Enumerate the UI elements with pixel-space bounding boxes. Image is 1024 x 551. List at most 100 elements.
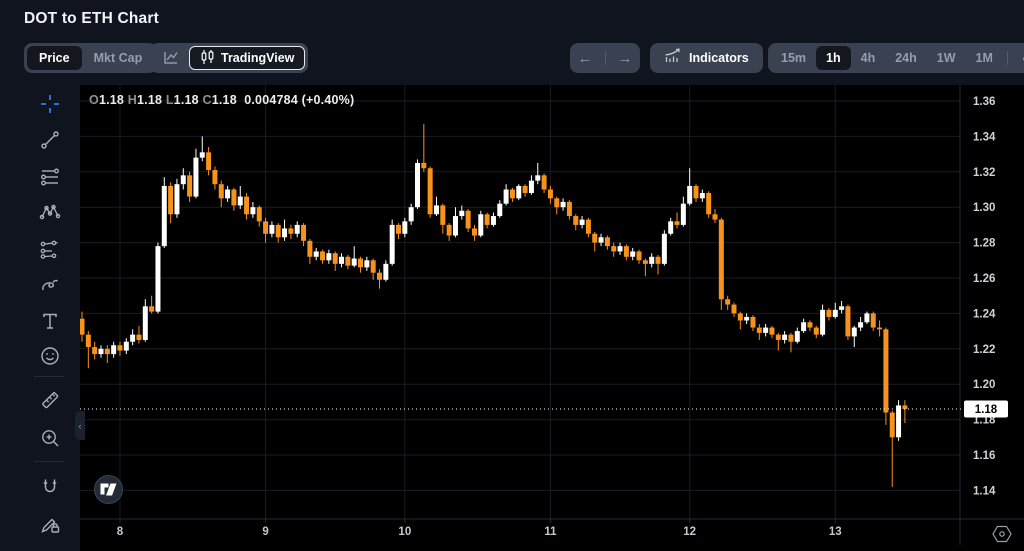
tradingview-logo[interactable]	[94, 475, 123, 504]
candle-body	[832, 309, 838, 317]
candle-body	[244, 196, 250, 215]
price-axis-label: 1.36	[973, 96, 995, 108]
zoom-in-icon[interactable]	[39, 427, 61, 449]
candle-body	[598, 237, 604, 243]
current-price-tag	[964, 400, 1008, 418]
candle-body	[206, 152, 212, 171]
text-icon[interactable]	[39, 310, 61, 332]
tradingview-chart-button[interactable]: TradingView	[189, 46, 306, 70]
magnet-icon[interactable]	[39, 476, 61, 498]
candle-body	[674, 221, 680, 225]
candle-body	[269, 224, 275, 234]
xabcd-pattern-icon[interactable]	[39, 202, 61, 224]
candle-body	[883, 329, 889, 413]
candle-body	[528, 180, 534, 194]
candle-body	[490, 216, 496, 225]
candlestick-chart[interactable]: 1.36 1.34 1.32 1.30 1.28 1.26 1.24 1.22 1.20 1.18…	[79, 85, 1024, 551]
candle-body	[889, 412, 895, 438]
candle-body	[85, 334, 91, 348]
timeframe-4h[interactable]: 4h	[860, 51, 876, 65]
candle-body	[123, 341, 129, 351]
candle-body	[231, 189, 237, 206]
candle-body	[237, 196, 243, 206]
open-label: O	[89, 93, 99, 107]
close-label: C	[202, 93, 212, 107]
drawing-lock-icon[interactable]	[39, 513, 61, 535]
tab-mktcap[interactable]: Mkt Cap	[93, 51, 143, 65]
time-axis-label: 9	[262, 526, 268, 538]
candle-body	[193, 157, 199, 197]
candle-body	[275, 224, 281, 238]
candle-body	[858, 322, 864, 328]
ruler-icon[interactable]	[39, 389, 61, 411]
candle-body	[623, 246, 629, 257]
candle-body	[668, 221, 674, 234]
low-value: 1.18	[173, 93, 199, 107]
candle-body	[111, 345, 117, 355]
candle-body	[826, 309, 832, 317]
candle-body	[174, 184, 180, 215]
candle-body	[769, 327, 775, 335]
time-axis-label: 8	[117, 526, 124, 538]
candle-body	[604, 237, 610, 247]
candle-body	[484, 214, 490, 225]
divider	[1006, 51, 1008, 65]
candle-body	[687, 185, 693, 204]
candle-body	[535, 175, 541, 181]
candle-body	[256, 207, 262, 222]
candle-body	[389, 224, 395, 264]
candle-body	[79, 318, 85, 335]
sidebar-collapse-tab[interactable]: ‹	[75, 411, 85, 440]
chart-pane: 1.36 1.34 1.32 1.30 1.28 1.26 1.24 1.22 1.20 1.18…	[75, 85, 1024, 551]
tab-price[interactable]: Price	[27, 46, 82, 70]
crosshair-icon[interactable]	[39, 93, 61, 115]
tradingview-label: TradingView	[221, 51, 295, 65]
price-scale-settings-icon[interactable]	[992, 525, 1012, 543]
indicators-button[interactable]: Indicators	[650, 43, 763, 73]
close-value: 1.18	[211, 93, 237, 107]
timeframe-settings-button[interactable]	[1012, 46, 1024, 70]
emoji-icon[interactable]	[39, 345, 61, 367]
timeframe-selector: 15m 1h 4h 24h 1W 1M	[768, 43, 1024, 73]
candle-body	[839, 306, 845, 310]
candle-body	[775, 334, 781, 340]
high-label: H	[127, 93, 137, 107]
timeframe-1w[interactable]: 1W	[936, 51, 956, 65]
indicators-icon	[664, 47, 682, 69]
candle-body	[307, 240, 313, 257]
candle-body	[351, 258, 357, 266]
line-chart-icon	[162, 48, 180, 69]
price-axis-label: 1.24	[973, 308, 996, 320]
line-chart-button[interactable]	[153, 46, 189, 70]
candle-body	[142, 306, 148, 340]
price-axis-label: 1.22	[973, 344, 995, 356]
timeframe-15m[interactable]: 15m	[781, 51, 807, 65]
price-axis-label: 1.16	[973, 450, 995, 462]
price-axis-label: 1.20	[973, 379, 995, 391]
timeframe-1m[interactable]: 1M	[975, 51, 993, 65]
price-axis-label: 1.18	[973, 415, 996, 427]
candle-body	[212, 170, 218, 185]
arrow-left-icon[interactable]: ←	[577, 49, 593, 67]
price-axis-label: 1.32	[973, 167, 995, 179]
fib-retracement-icon[interactable]	[39, 166, 61, 188]
trend-line-icon[interactable]	[39, 129, 61, 151]
candle-body	[560, 201, 566, 208]
candle-body	[585, 219, 591, 234]
candle-body	[497, 203, 503, 217]
candle-body	[693, 185, 699, 199]
candle-body	[130, 334, 136, 342]
candle-body	[294, 224, 300, 234]
divider	[604, 51, 606, 65]
candle-body	[503, 189, 509, 204]
history-nav: ← →	[570, 43, 640, 73]
candle-body	[161, 185, 167, 247]
brush-icon[interactable]	[39, 274, 61, 296]
timeframe-24h[interactable]: 24h	[895, 51, 917, 65]
timeframe-1h[interactable]: 1h	[816, 46, 851, 70]
candle-body	[877, 327, 883, 330]
forecast-lines-icon[interactable]	[39, 238, 61, 260]
arrow-right-icon[interactable]: →	[617, 49, 633, 67]
candle-body	[396, 224, 401, 234]
candle-body	[313, 251, 319, 257]
